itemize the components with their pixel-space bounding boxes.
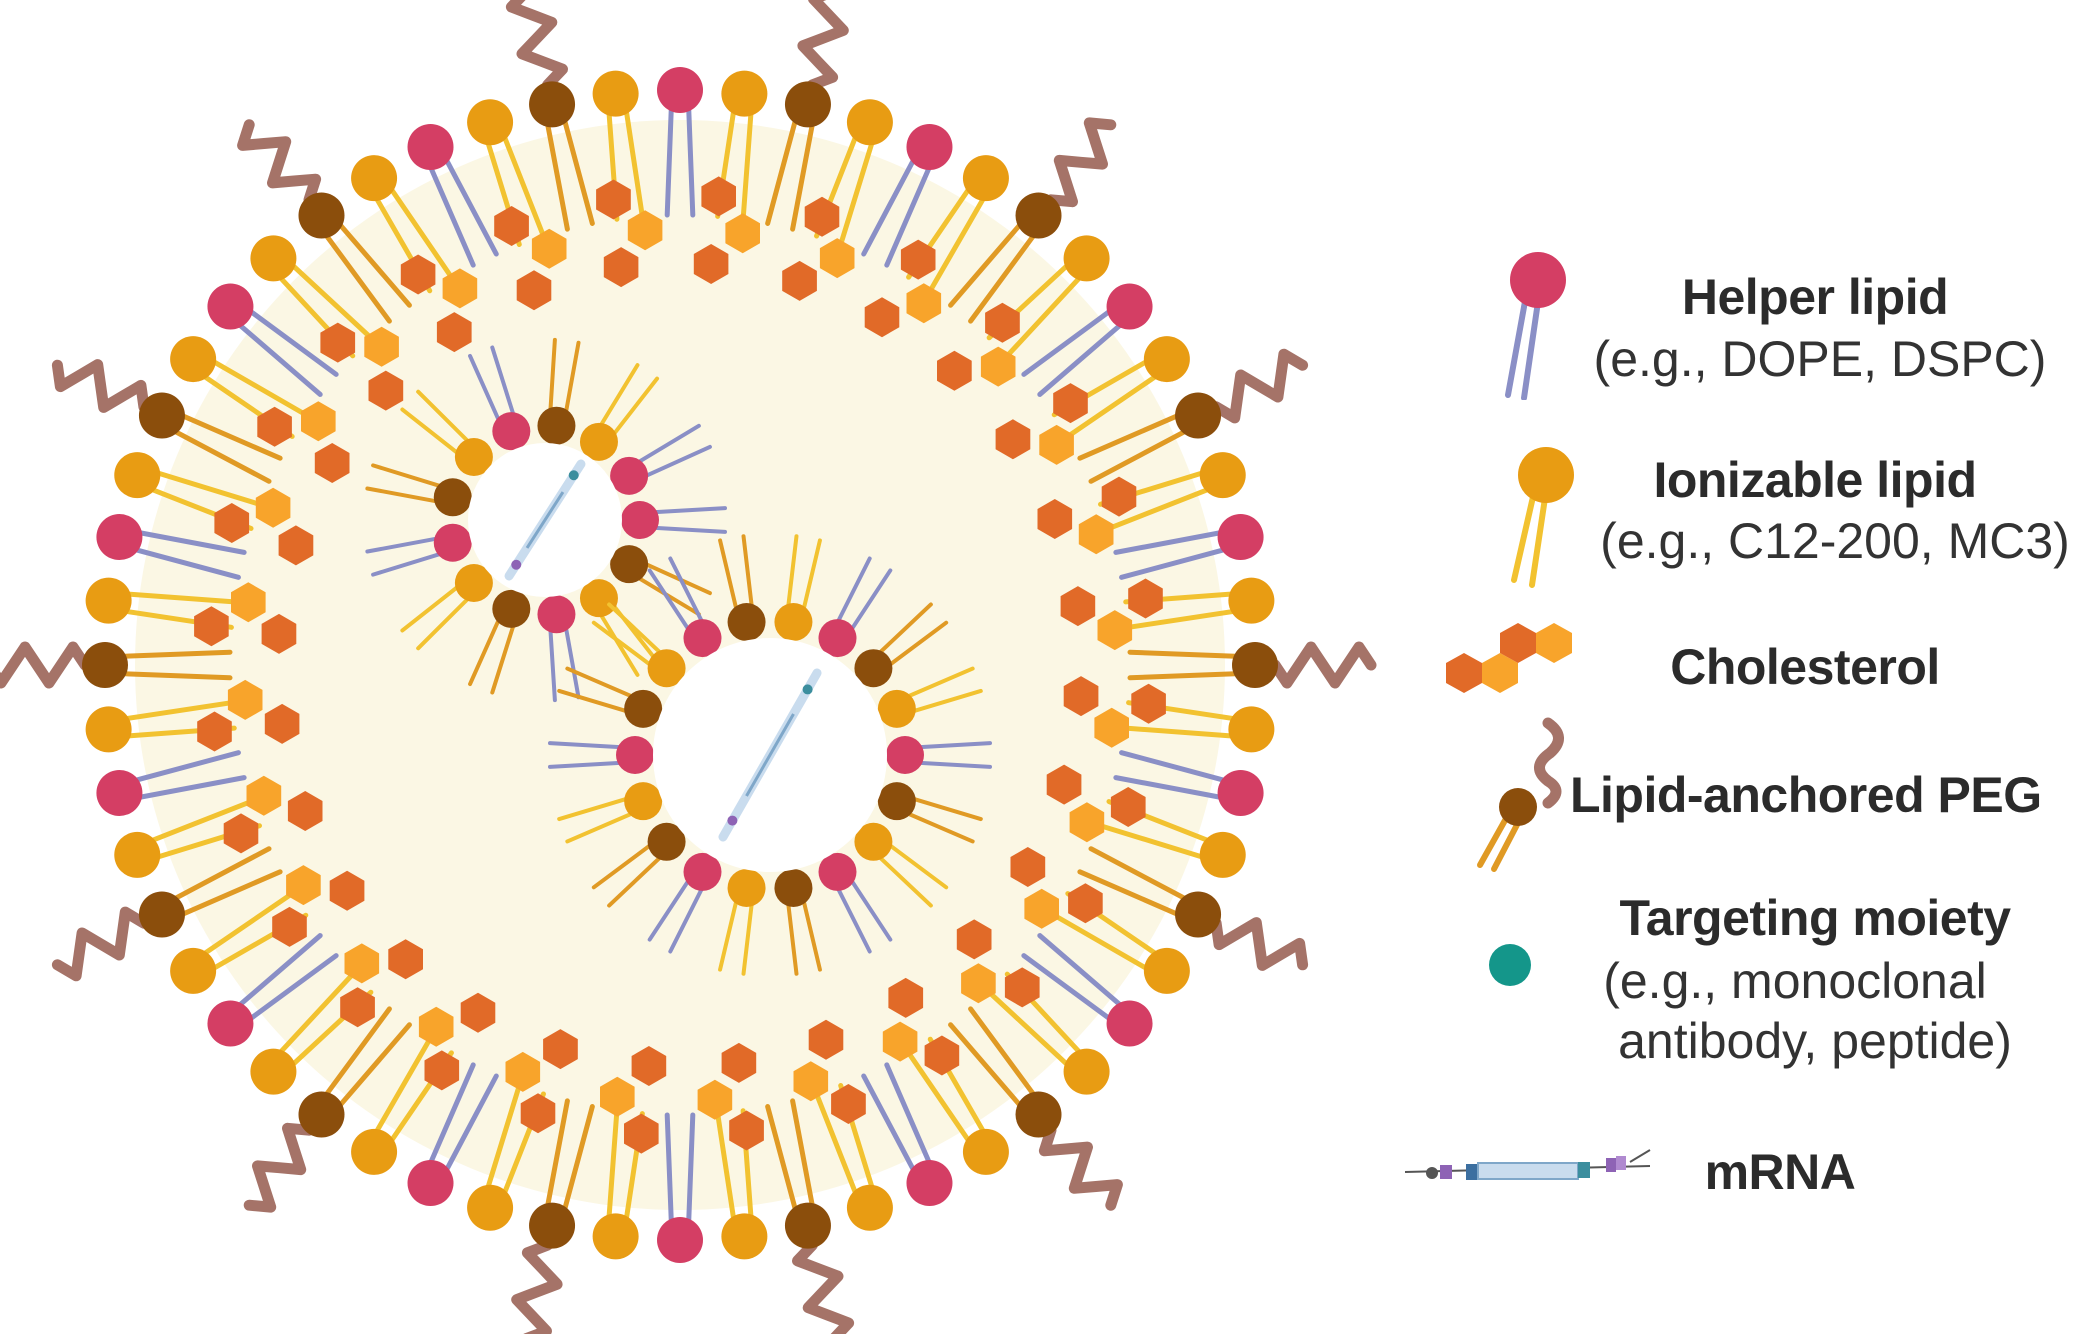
peg-lipid — [1077, 846, 1309, 971]
lipid-nanoparticle-diagram — [0, 0, 1377, 1334]
helper-lipid — [657, 67, 703, 218]
cholesterol — [505, 1029, 578, 1134]
peg-lipid — [765, 0, 849, 232]
cholesterol — [793, 1019, 866, 1124]
legend-targeting-subtitle-2: antibody, peptide) — [1618, 1013, 2012, 1069]
ionizable-lipid — [1123, 577, 1275, 630]
cholesterol — [1037, 476, 1137, 555]
outer-lipid-shell — [0, 0, 1377, 1334]
legend-peg-title: Lipid-anchored PEG — [1570, 767, 2042, 823]
cholesterol — [1060, 578, 1163, 651]
peg-lipid — [948, 1006, 1123, 1211]
cholesterol — [494, 206, 567, 311]
legend-ionizable-subtitle: (e.g., C12-200, MC3) — [1600, 513, 2070, 569]
cholesterol — [418, 992, 496, 1091]
helper-lipid — [861, 1062, 953, 1207]
peg-lipid — [51, 359, 283, 484]
cholesterol-icon — [1446, 623, 1572, 693]
helper-lipid — [407, 1062, 499, 1207]
helper-lipid — [407, 123, 499, 268]
mrna-vesicle — [365, 337, 727, 703]
cholesterol — [697, 1042, 764, 1151]
cholesterol — [340, 939, 423, 1028]
legend-cholesterol-title: Cholesterol — [1670, 639, 1940, 695]
legend-item-peg-lipid: Lipid-anchored PEG — [1400, 715, 2088, 875]
cholesterol — [1063, 676, 1166, 748]
cholesterol — [320, 322, 404, 411]
cholesterol — [257, 401, 350, 483]
helper-lipid — [657, 1112, 703, 1263]
cholesterol — [223, 775, 323, 854]
legend-helper-subtitle: (e.g., DOPE, DSPC) — [1593, 331, 2047, 387]
ionizable-lipid-icon — [1511, 447, 1574, 588]
cholesterol — [782, 196, 855, 301]
cholesterol — [937, 302, 1020, 391]
legend-item-cholesterol: Cholesterol — [1400, 615, 2088, 715]
inner-vesicle-group — [365, 337, 992, 976]
helper-lipid — [861, 123, 953, 268]
peg-lipid — [1077, 348, 1309, 484]
legend-item-helper-lipid: Helper lipid (e.g., DOPE, DSPC) — [1400, 240, 2088, 410]
cholesterol — [882, 977, 960, 1076]
legend-targeting-subtitle-1: (e.g., monoclonal — [1603, 953, 1987, 1009]
cholesterol — [864, 239, 942, 338]
helper-lipid — [1021, 933, 1153, 1047]
helper-lipid — [207, 933, 339, 1047]
cholesterol — [272, 865, 365, 947]
peg-lipid — [51, 846, 283, 982]
cholesterol — [995, 383, 1088, 465]
peg-lipid — [505, 0, 595, 232]
cholesterol — [956, 919, 1040, 1008]
mrna-icon — [1404, 1149, 1651, 1180]
cholesterol-cluster-group — [194, 176, 1166, 1154]
cholesterol — [596, 179, 663, 288]
helper-lipid — [1113, 514, 1264, 580]
ionizable-lipid — [114, 452, 262, 531]
helper-lipid — [207, 283, 339, 397]
cholesterol — [214, 487, 314, 566]
peg-lipid — [243, 1006, 412, 1213]
cholesterol — [693, 176, 760, 284]
legend-targeting-title: Targeting moiety — [1619, 890, 2011, 946]
ionizable-lipid — [114, 799, 262, 878]
legend-mrna-title: mRNA — [1704, 1144, 1856, 1200]
legend-item-mrna: mRNA — [1400, 1120, 2088, 1220]
cholesterol — [194, 582, 297, 654]
peg-lipid — [0, 641, 233, 689]
cholesterol — [197, 679, 300, 752]
peg-lipid-icon — [1477, 717, 1564, 872]
cholesterol — [1046, 764, 1146, 843]
legend-ionizable-title: Ionizable lipid — [1653, 452, 1977, 508]
peg-lipid — [237, 119, 412, 324]
targeting-moiety-icon — [1489, 944, 1531, 986]
peg-lipid — [511, 1098, 595, 1334]
helper-lipid — [1113, 750, 1264, 816]
legend-item-targeting-moiety: Targeting moiety (e.g., monoclonal antib… — [1400, 880, 2088, 1100]
helper-lipid — [96, 750, 247, 816]
ionizable-lipid — [250, 971, 374, 1095]
helper-lipid — [96, 514, 247, 580]
helper-lipid — [1021, 283, 1153, 397]
helper-lipid-icon — [1505, 252, 1566, 400]
cholesterol — [600, 1046, 667, 1154]
legend-helper-title: Helper lipid — [1681, 269, 1949, 325]
peg-lipid — [1127, 641, 1377, 689]
peg-lipid — [765, 1098, 855, 1334]
legend: Helper lipid (e.g., DOPE, DSPC) Ionizabl… — [1400, 0, 2088, 1334]
cholesterol — [1010, 847, 1103, 929]
cholesterol — [400, 254, 478, 353]
legend-item-ionizable-lipid: Ionizable lipid (e.g., C12-200, MC3) — [1400, 430, 2088, 600]
mrna-vesicle — [548, 534, 992, 976]
peg-lipid — [948, 117, 1117, 324]
